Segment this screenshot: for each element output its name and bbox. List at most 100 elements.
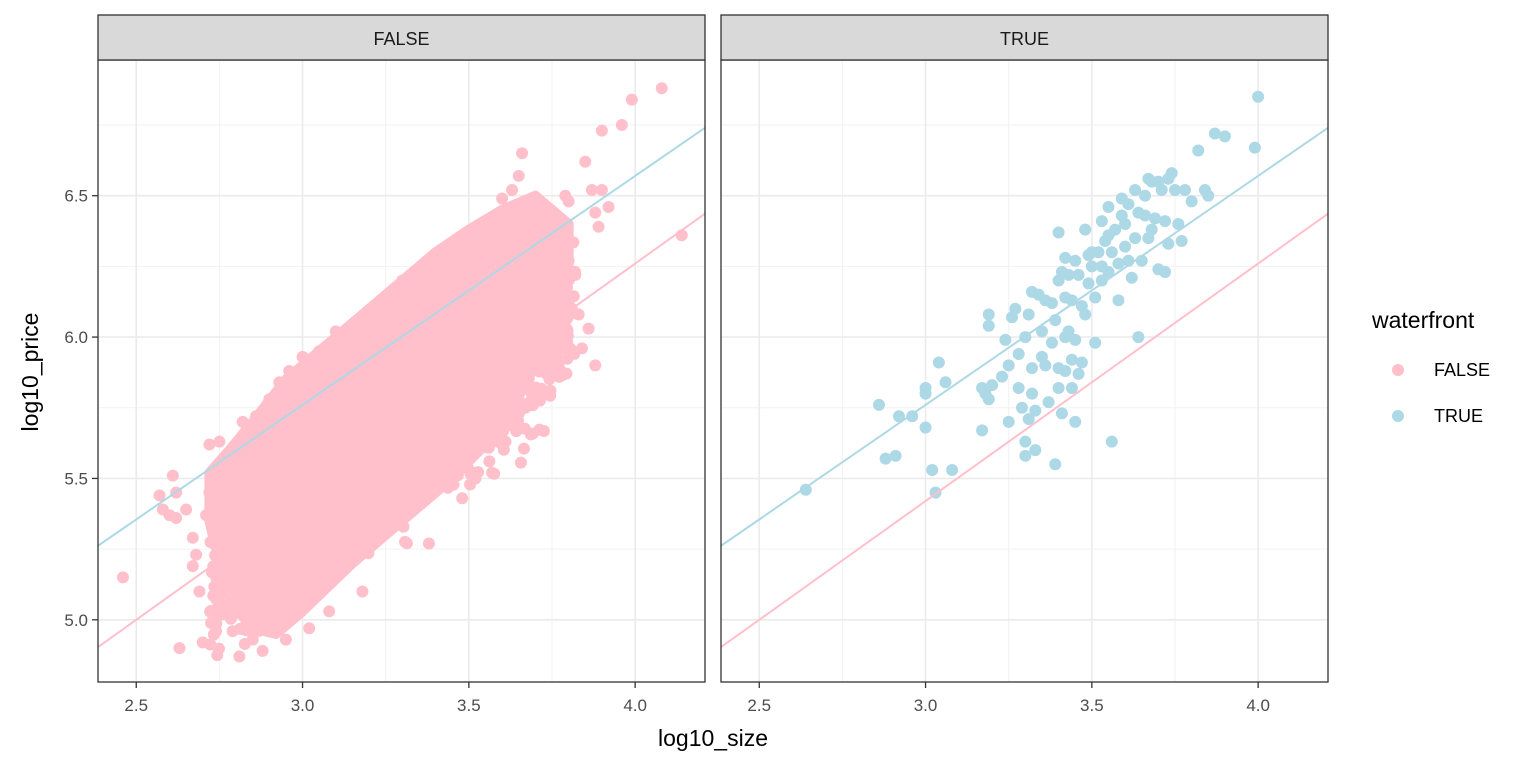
data-point bbox=[462, 345, 475, 358]
data-point bbox=[368, 357, 381, 370]
data-point bbox=[872, 398, 885, 411]
data-point bbox=[1089, 291, 1102, 304]
data-point bbox=[408, 478, 421, 491]
data-point bbox=[514, 322, 527, 335]
data-point bbox=[589, 206, 602, 219]
data-point bbox=[379, 486, 392, 499]
data-point bbox=[313, 345, 326, 358]
data-point bbox=[475, 394, 488, 407]
data-point bbox=[297, 509, 310, 522]
data-point bbox=[327, 505, 340, 518]
data-point bbox=[363, 308, 376, 321]
data-point bbox=[362, 481, 375, 494]
data-point bbox=[286, 574, 299, 587]
data-point bbox=[532, 387, 545, 400]
data-point bbox=[1165, 167, 1178, 180]
data-point bbox=[1122, 198, 1135, 211]
data-point bbox=[529, 288, 542, 301]
data-point bbox=[448, 411, 461, 424]
data-point bbox=[244, 443, 257, 456]
data-point bbox=[488, 375, 501, 388]
data-point bbox=[256, 644, 269, 657]
data-point bbox=[212, 474, 225, 487]
data-point bbox=[486, 302, 499, 315]
data-point bbox=[892, 410, 905, 423]
data-point bbox=[1025, 362, 1038, 375]
data-point bbox=[480, 430, 493, 443]
data-point bbox=[341, 522, 354, 535]
data-point bbox=[625, 93, 638, 106]
data-point bbox=[233, 650, 246, 663]
data-point bbox=[388, 357, 401, 370]
data-point bbox=[567, 290, 580, 303]
data-point bbox=[1159, 215, 1172, 228]
data-point bbox=[454, 441, 467, 454]
data-point bbox=[1192, 144, 1205, 157]
data-point bbox=[213, 435, 226, 448]
data-point bbox=[252, 458, 265, 471]
data-point bbox=[592, 220, 605, 233]
data-point bbox=[298, 560, 311, 573]
data-point bbox=[378, 385, 391, 398]
data-point bbox=[210, 571, 223, 584]
data-point bbox=[271, 496, 284, 509]
data-point bbox=[460, 357, 473, 370]
data-point bbox=[562, 195, 575, 208]
data-point bbox=[919, 381, 932, 394]
data-point bbox=[982, 319, 995, 332]
data-point bbox=[976, 424, 989, 437]
data-point bbox=[544, 389, 557, 402]
data-point bbox=[430, 467, 443, 480]
data-point bbox=[196, 636, 209, 649]
data-point bbox=[1075, 356, 1088, 369]
data-point bbox=[1016, 401, 1029, 414]
legend-key-false bbox=[1392, 364, 1404, 376]
data-point bbox=[257, 483, 270, 496]
data-point bbox=[434, 442, 447, 455]
data-point bbox=[1012, 348, 1025, 361]
data-point bbox=[378, 328, 391, 341]
data-point bbox=[347, 511, 360, 524]
data-point bbox=[328, 536, 341, 549]
data-point bbox=[1185, 195, 1198, 208]
data-point bbox=[1065, 294, 1078, 307]
data-point bbox=[303, 622, 316, 635]
facet-strip-label: FALSE bbox=[373, 29, 429, 49]
data-point bbox=[226, 625, 239, 638]
data-point bbox=[300, 443, 313, 456]
data-point bbox=[346, 387, 359, 400]
x-tick-label: 3.0 bbox=[291, 696, 315, 715]
data-point bbox=[554, 254, 567, 267]
data-point bbox=[466, 291, 479, 304]
data-point bbox=[1119, 240, 1132, 253]
data-point bbox=[1178, 184, 1191, 197]
data-point bbox=[429, 249, 442, 262]
x-tick-label: 3.0 bbox=[914, 696, 938, 715]
data-point bbox=[546, 240, 559, 253]
data-point bbox=[368, 371, 381, 384]
data-point bbox=[466, 422, 479, 435]
data-point bbox=[426, 376, 439, 389]
data-point bbox=[244, 590, 257, 603]
data-point bbox=[506, 377, 519, 390]
y-tick-label: 5.5 bbox=[64, 469, 88, 488]
data-point bbox=[1125, 271, 1138, 284]
data-point bbox=[251, 513, 264, 526]
data-point bbox=[318, 567, 331, 580]
data-point bbox=[982, 393, 995, 406]
data-point bbox=[483, 455, 496, 468]
data-point bbox=[514, 456, 527, 469]
data-point bbox=[348, 376, 361, 389]
data-point bbox=[536, 212, 549, 225]
data-point bbox=[186, 531, 199, 544]
data-point bbox=[456, 492, 469, 505]
data-point bbox=[358, 537, 371, 550]
data-point bbox=[1119, 217, 1132, 230]
data-point bbox=[1072, 268, 1085, 281]
data-point bbox=[173, 642, 186, 655]
x-tick-label: 4.0 bbox=[623, 696, 647, 715]
data-point bbox=[347, 446, 360, 459]
data-point bbox=[412, 266, 425, 279]
data-point bbox=[533, 315, 546, 328]
data-point bbox=[1052, 226, 1065, 239]
